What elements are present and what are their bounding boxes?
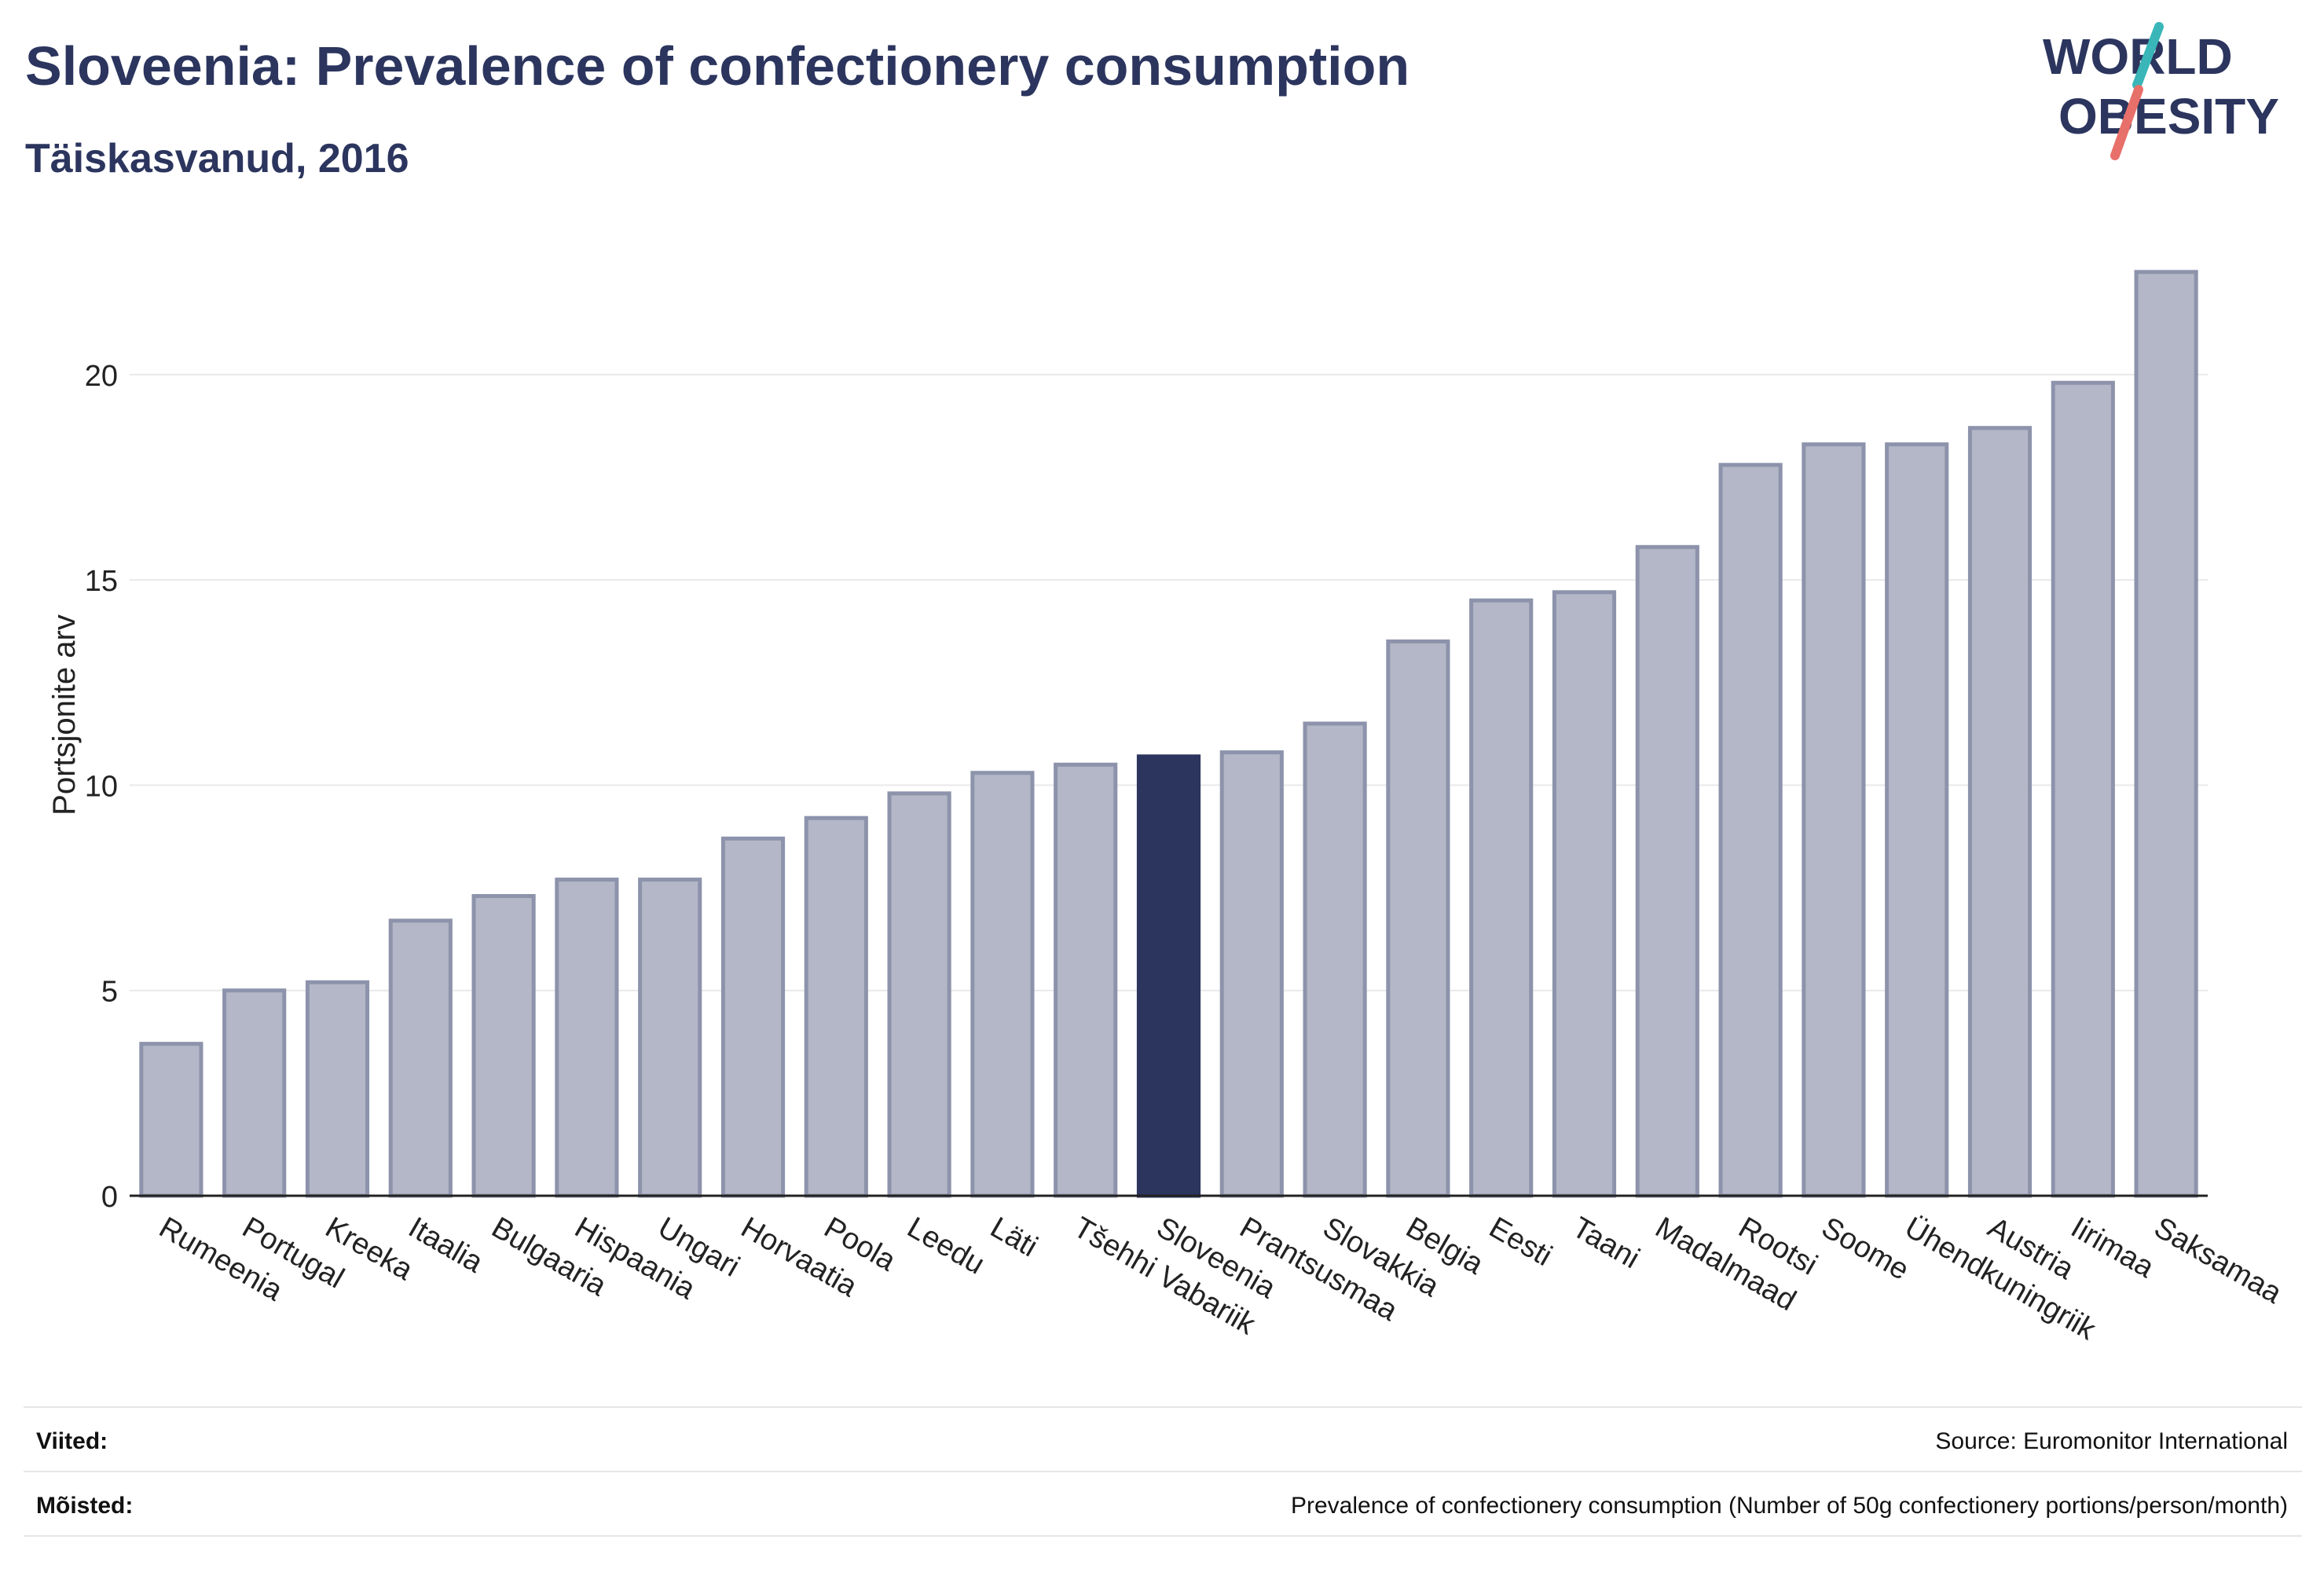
bar-läti bbox=[970, 771, 1035, 1198]
bar-horvaatia bbox=[720, 836, 786, 1198]
bar-bulgaaria bbox=[471, 893, 536, 1198]
bar-soome bbox=[1802, 442, 1866, 1198]
bar-taani bbox=[1552, 590, 1617, 1198]
x-tick-label: Saksamaa bbox=[2149, 1211, 2288, 1310]
x-tick-label: Taani bbox=[1567, 1211, 1645, 1275]
references-label: Viited: bbox=[36, 1428, 108, 1454]
y-tick-label: 20 bbox=[85, 360, 118, 393]
bar-portugal bbox=[222, 988, 287, 1198]
bar-chart: 0 5 10 15 20 RumeeniaPortugalKreekaItaaliaBu… bbox=[85, 269, 2288, 1347]
bar-saksamaa bbox=[2134, 269, 2198, 1198]
bar-iirimaa bbox=[2051, 380, 2115, 1198]
bar-eesti bbox=[1469, 598, 1534, 1198]
x-tick-label: Eesti bbox=[1483, 1211, 1557, 1273]
y-axis-ticks: 0 5 10 15 20 bbox=[85, 360, 118, 1214]
bar-madalmaad bbox=[1635, 544, 1699, 1198]
bars bbox=[130, 269, 2208, 1198]
references-value: Source: Euromonitor International bbox=[1935, 1428, 2288, 1454]
logo-line-obesity: OBESITY bbox=[2058, 88, 2279, 145]
chart-title: Sloveenia: Prevalence of confectionery c… bbox=[25, 35, 1410, 97]
bar-hispaania bbox=[555, 878, 619, 1198]
world-obesity-logo: WORLD OBESITY bbox=[2043, 22, 2279, 160]
x-tick-label: Itaalia bbox=[403, 1211, 489, 1280]
logo-slash-coral bbox=[2110, 85, 2143, 160]
chart-subtitle: Täiskasvanud, 2016 bbox=[25, 136, 409, 181]
bar-ungari bbox=[638, 878, 702, 1198]
bar-austria bbox=[1967, 426, 2033, 1198]
x-tick-label: Leedu bbox=[902, 1211, 991, 1281]
bar-tšehhi-vabariik bbox=[1054, 762, 1118, 1198]
x-tick-label: Läti bbox=[984, 1211, 1043, 1263]
definitions-value: Prevalence of confectionery consumption … bbox=[1290, 1493, 2288, 1519]
footer-rule-middle bbox=[24, 1471, 2302, 1472]
bar-belgia bbox=[1386, 639, 1450, 1198]
logo-slash-teal bbox=[2132, 22, 2164, 90]
y-tick-label: 5 bbox=[101, 976, 118, 1009]
x-tick-label: Soome bbox=[1816, 1211, 1914, 1287]
footer-rule-top bbox=[24, 1406, 2302, 1408]
x-axis-ticks: RumeeniaPortugalKreekaItaaliaBulgaariaHi… bbox=[153, 1211, 2287, 1347]
y-tick-label: 15 bbox=[85, 565, 118, 598]
bar-poola bbox=[804, 815, 868, 1198]
footer-rule-bottom bbox=[24, 1535, 2302, 1537]
x-tick-label: Iirimaa bbox=[2066, 1211, 2160, 1285]
bar-rumeenia bbox=[139, 1042, 203, 1198]
bar-rootsi bbox=[1718, 463, 1783, 1198]
bar-prantsusmaa bbox=[1219, 750, 1284, 1198]
bar-slovakkia bbox=[1303, 721, 1367, 1198]
y-tick-label: 0 bbox=[101, 1181, 118, 1214]
y-axis-label: Portsjonite arv bbox=[47, 614, 82, 815]
bar-leedu bbox=[887, 791, 951, 1198]
bar-kreeka bbox=[305, 980, 370, 1198]
y-tick-label: 10 bbox=[85, 770, 118, 803]
definitions-label: Mõisted: bbox=[36, 1493, 134, 1519]
bar-itaalia bbox=[388, 918, 453, 1198]
bar-ühendkuningriik bbox=[1885, 442, 1949, 1198]
bar-sloveenia bbox=[1136, 754, 1201, 1198]
